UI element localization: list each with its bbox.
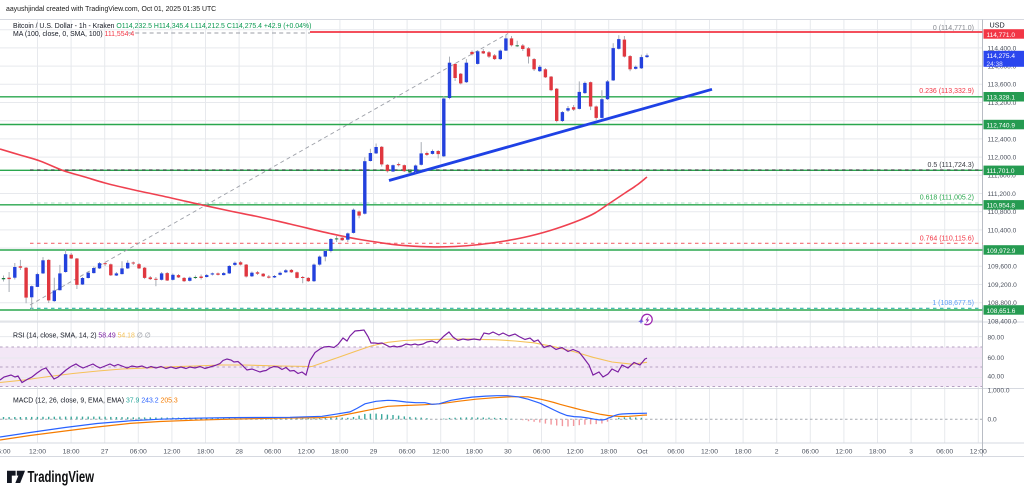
svg-text:1,000.0: 1,000.0 [988,387,1010,394]
svg-text:18:00: 18:00 [331,448,348,455]
svg-text:109,200.0: 109,200.0 [988,282,1018,289]
svg-text:18:00: 18:00 [466,448,483,455]
svg-text:111,600.0: 111,600.0 [988,173,1017,180]
svg-text:112,400.0: 112,400.0 [988,136,1017,143]
svg-text:109,972.9: 109,972.9 [987,248,1016,255]
svg-text:80.00: 80.00 [988,334,1005,341]
svg-text:12:00: 12:00 [567,448,584,455]
svg-text:06:00: 06:00 [264,448,281,455]
svg-text:112,000.0: 112,000.0 [988,155,1017,162]
svg-text:114,771.0: 114,771.0 [987,32,1016,39]
svg-text:109,600.0: 109,600.0 [988,264,1018,271]
svg-text:MACD (12, 26, close, 9, EMA, E: MACD (12, 26, close, 9, EMA, EMA) 37.9 2… [13,398,178,405]
svg-text:1 (108,677.5): 1 (108,677.5) [932,300,974,307]
svg-text:18:00: 18:00 [197,448,214,455]
svg-text:113,200.0: 113,200.0 [988,100,1017,107]
svg-text:2: 2 [775,448,779,455]
svg-text:12:00: 12:00 [432,448,449,455]
svg-text:110,400.0: 110,400.0 [988,227,1017,234]
svg-text:0 (114,771.0): 0 (114,771.0) [933,25,974,32]
svg-text:111,701.0: 111,701.0 [987,168,1015,175]
svg-text:0.236 (113,332.9): 0.236 (113,332.9) [919,88,974,95]
svg-text:112,740.9: 112,740.9 [987,122,1016,129]
svg-text:3: 3 [909,448,913,455]
svg-text:113,328.1: 113,328.1 [987,95,1016,102]
svg-text:18:00: 18:00 [600,448,617,455]
svg-text:TradingView: TradingView [28,469,95,486]
svg-text:40.00: 40.00 [988,373,1005,380]
svg-text:12:00: 12:00 [701,448,718,455]
svg-text:06:00: 06:00 [0,448,11,455]
svg-text:12:00: 12:00 [29,448,46,455]
svg-text:110,954.8: 110,954.8 [987,203,1016,210]
svg-text:113,600.0: 113,600.0 [988,82,1017,89]
svg-text:06:00: 06:00 [936,448,953,455]
svg-text:114,275.4: 114,275.4 [987,53,1016,60]
svg-text:06:00: 06:00 [667,448,684,455]
svg-text:0.5 (111,724.3): 0.5 (111,724.3) [928,162,974,169]
svg-text:12:00: 12:00 [970,448,987,455]
svg-text:0.0: 0.0 [988,417,997,424]
svg-text:Bitcoin / U.S. Dollar - 1h - K: Bitcoin / U.S. Dollar - 1h - Kraken O114… [13,23,311,30]
svg-text:0.618 (111,005.2): 0.618 (111,005.2) [920,194,974,201]
svg-text:27: 27 [101,448,109,455]
svg-text:18:00: 18:00 [735,448,752,455]
svg-text:06:00: 06:00 [533,448,550,455]
svg-text:111,200.0: 111,200.0 [988,191,1017,198]
svg-text:0.764 (110,115.6): 0.764 (110,115.6) [920,235,974,242]
svg-text:108,800.0: 108,800.0 [988,300,1018,307]
svg-text:Oct: Oct [637,448,648,455]
svg-text:MA (100, close, 0, SMA, 100) 1: MA (100, close, 0, SMA, 100) 111,554.4 [13,31,134,38]
svg-text:18:00: 18:00 [869,448,886,455]
svg-text:12:00: 12:00 [835,448,852,455]
svg-text:06:00: 06:00 [802,448,819,455]
svg-text:18:00: 18:00 [63,448,80,455]
svg-text:12:00: 12:00 [163,448,180,455]
svg-text:114,000.0: 114,000.0 [988,64,1017,71]
svg-text:24:38: 24:38 [987,61,1004,68]
svg-text:USD: USD [990,21,1005,30]
svg-text:RSI (14, close, SMA, 14, 2) 58: RSI (14, close, SMA, 14, 2) 58.49 54.18 … [13,333,151,340]
svg-text:60.00: 60.00 [988,355,1005,362]
svg-text:30: 30 [504,448,512,455]
svg-text:06:00: 06:00 [399,448,416,455]
svg-text:06:00: 06:00 [130,448,147,455]
svg-text:29: 29 [370,448,378,455]
svg-text:114,400.0: 114,400.0 [988,45,1017,52]
svg-text:108,651.6: 108,651.6 [987,308,1016,315]
svg-text:110,800.0: 110,800.0 [988,209,1017,216]
svg-text:12:00: 12:00 [298,448,315,455]
svg-text:aayushjindal created with Trad: aayushjindal created with TradingView.co… [6,6,216,13]
svg-text:28: 28 [235,448,243,455]
svg-text:108,400.0: 108,400.0 [988,318,1018,325]
